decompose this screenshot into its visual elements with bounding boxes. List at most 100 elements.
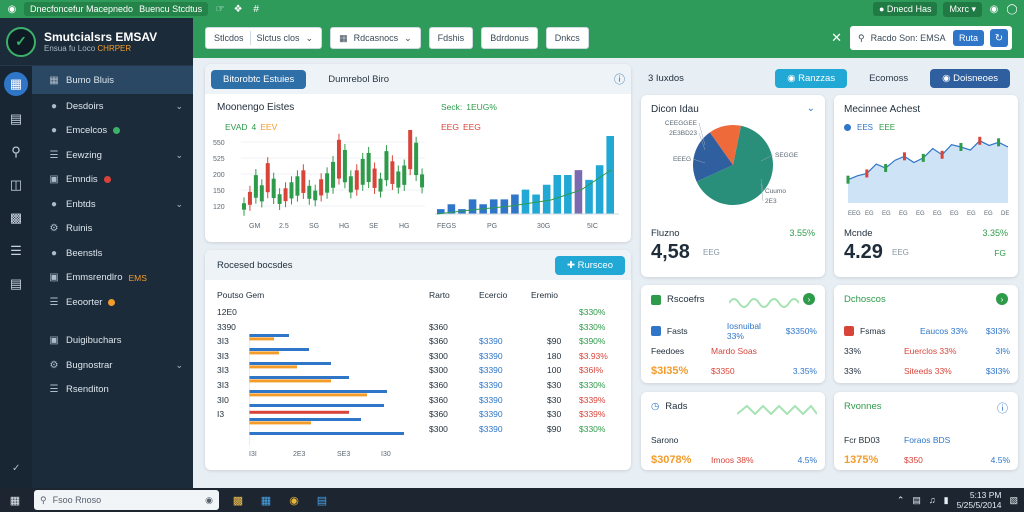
filter4-label: Bdrdonus [490,33,529,43]
close-icon[interactable]: ✕ [831,30,842,45]
right-tabs: 3 Iuxdos ◉ Ranzzas Ecomoss ◉ Doisneoes [640,64,1018,92]
search-box[interactable]: ⚲ Racdo Son: EMSA Ruta ↻ [850,26,1012,50]
profile-pill[interactable]: ● Dnecd Has [872,2,938,16]
stat-row: 33% Euerclos 33% 3I% [844,341,1010,361]
table-row[interactable]: 12E0 $330% [217,305,617,320]
table-row[interactable]: $300 $3390 $90 $330% [217,422,617,437]
legend-item: EVAD [225,122,248,132]
hbar [249,421,311,425]
stat-card-4-rows: Fcr BD03 Foraos BDS 1375% $350 4.5% [844,430,1010,470]
tab-ranges-button[interactable]: ◉ Ranzzas [775,68,848,88]
chevron-down-icon[interactable]: ⌄ [806,103,815,114]
info-icon[interactable]: ⓘ [997,403,1008,415]
folder-icon[interactable]: ▩ [232,494,244,507]
taskbar-search-input[interactable]: Fsoo Rnoso [52,495,102,505]
sidebar-item[interactable]: ☰ Eewzing ⌄ [32,143,193,168]
table-row[interactable]: 3390 $360 $330% [217,320,617,335]
hand-icon[interactable]: ☞ [215,3,225,15]
puzzle-icon[interactable]: ❖ [233,3,243,15]
tab-ranges-label: Ranzzas [798,72,836,84]
filter-border-button[interactable]: Bdrdonus [481,27,538,49]
table-row[interactable]: 3I3 $300 $3390 180 $3.93% [217,349,617,364]
sidebar-item[interactable]: ▦ Bumo Bluis [32,66,193,94]
browser-tab[interactable]: Dnecfoncefur Macepnedo Buencu Stcdtus [24,2,209,16]
rail-flow-icon[interactable]: ◫ [9,176,23,192]
tab-economics[interactable]: Ecomoss [869,72,909,84]
stat-card-3-rows: Sarono $3078% Imoos 38% 4.5% [651,430,817,470]
stat-a: 33% [844,346,862,356]
stat-b: Iosnuibal 33% [726,321,761,341]
search-button[interactable]: Ruta [952,30,984,46]
sidebar-item[interactable]: ▣ Emndis [32,168,193,193]
table-row[interactable]: 3I3 $360 $3390 $30 $330% [217,378,617,393]
filter-fields-button[interactable]: Fdshis [428,27,474,49]
info-icon[interactable]: › [996,293,1008,305]
taskbar: ▦ ⚲ Fsoo Rnoso ◉ ▩ ▦ ◉ ▤ ⌃ ▤ ♫ ▮ 5:13 PM… [0,488,1024,512]
volume-bar [606,136,614,214]
volume-icon[interactable]: ♫ [928,495,936,505]
rail-grid-icon[interactable]: ▦ [4,72,28,96]
windows-start-icon[interactable]: ▦ [9,494,21,507]
network-icon[interactable]: ▤ [912,494,921,505]
table-panel-button[interactable]: ✚ Rursceo [555,255,625,275]
taskbar-search[interactable]: ⚲ Fsoo Rnoso ◉ [34,490,219,510]
rail-stats-icon[interactable]: ▤ [9,275,23,291]
tab-main-other[interactable]: Dumrebol Biro [328,73,390,85]
notification-icon[interactable]: ▧ [1009,494,1018,505]
chrome-icon[interactable]: ◉ [289,494,299,507]
rail-list-icon[interactable]: ☰ [10,242,22,258]
menu-pill[interactable]: Mxrc ▾ [943,1,982,17]
filter-source-dropdown[interactable]: ▦ Rdcasnocs ⌄ [330,27,421,49]
sidebar-item[interactable]: ⚙ Ruinis [32,217,193,242]
table-row[interactable]: 3I3 $360 $3390 $90 $390% [217,334,617,349]
search-input[interactable]: Racdo Son: EMSA [870,33,946,43]
sidebar-item[interactable]: ▣ Emmsrendlro EMS [32,266,193,291]
filter-links-button[interactable]: Dnkcs [545,27,589,49]
table-row[interactable]: 3I3 $300 $3390 100 $36I% [217,363,617,378]
shield-icon[interactable]: ◯ [1006,3,1018,15]
sidebar-item-label: Rsenditon [66,384,109,396]
rail-search-icon[interactable]: ⚲ [11,143,21,159]
sidebar-item[interactable]: ● Beenstls [32,241,193,266]
battery-icon[interactable]: ▮ [943,494,949,505]
sidebar-item[interactable]: ● Desdoirs ⌄ [32,94,193,119]
clock[interactable]: 5:13 PM 5/25/5/2014 [957,490,1002,510]
table-row[interactable]: 3I0 $360 $3390 $30 $339% [217,393,617,408]
filter-status-dropdown[interactable]: Stlcdos Slctus clos ⌄ [205,27,323,49]
table-cell: 100 [547,365,562,376]
sidebar-item[interactable]: ● Enbtds ⌄ [32,192,193,217]
square-icon [651,326,661,336]
copilot-icon[interactable]: ◉ [205,494,213,505]
sidebar-item[interactable]: ▣ Duigibuchars [32,329,193,354]
collapse-icon[interactable]: ✓ [12,463,21,474]
rail-calendar-icon[interactable]: ▩ [9,209,23,225]
table-cell: $330% [579,307,606,317]
table-row[interactable]: I3 $360 $3390 $30 $339% [217,407,617,422]
record-icon[interactable]: ◉ [989,3,999,15]
tab-main-active[interactable]: Bitorobtc Estuies [211,69,307,89]
help-icon[interactable]: ⓘ [614,74,625,86]
sidebar-item[interactable]: ⚙ Bugnostrar ⌄ [32,353,193,378]
main-legend-right: Seck: 1EUG% [441,102,497,112]
sidebar-item[interactable]: ☰ Eeoorter [32,290,193,315]
stat-a: 33% [844,366,862,376]
rail-chart-icon[interactable]: ▤ [9,110,23,126]
info-icon[interactable]: › [803,293,815,305]
sidebar-item[interactable]: ☰ Rsenditon [32,378,193,403]
hbar [249,404,384,407]
sidebar-item[interactable]: ● Emcelcos [32,119,193,144]
chevron-up-icon[interactable]: ⌃ [896,494,905,505]
search-icon: ⚲ [858,32,865,43]
table-cell: $330% [579,321,606,332]
app-icon[interactable]: ▤ [316,494,328,507]
y-tick-label: 525 [213,156,225,163]
grid-icon: ▦ [49,74,59,86]
store-icon[interactable]: ▦ [260,494,272,507]
stat-b: Mardo Soas [711,346,757,356]
table-header-1: Rarto [429,290,450,300]
stat-card-1-header: Rscoefrs [651,294,704,305]
x-tick-label: EG [899,211,908,217]
hash-icon[interactable]: # [253,3,259,15]
refresh-icon[interactable]: ↻ [990,29,1008,47]
tab-documents-button[interactable]: ◉ Doisneoes [930,68,1010,88]
